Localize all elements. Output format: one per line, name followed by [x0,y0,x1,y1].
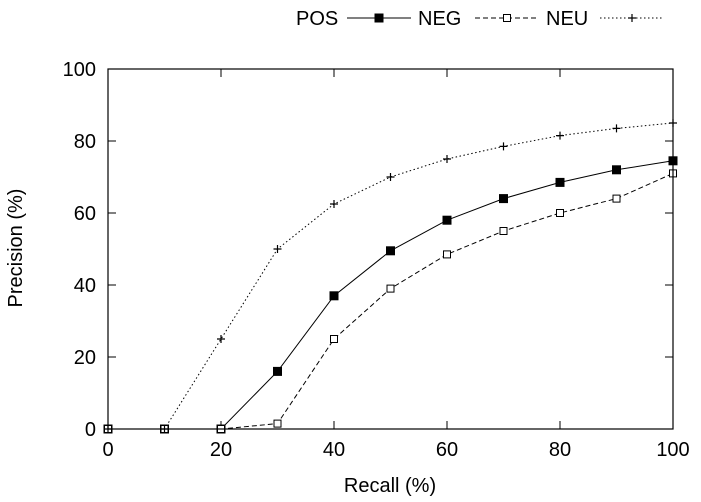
point-neu-90 [612,124,621,133]
x-axis-label: Recall (%) [344,475,436,497]
point-neg-30 [273,419,282,428]
tick-labels: 0 20 40 60 80 100 0 20 40 60 80 100 [63,59,690,461]
point-pos-60 [442,215,452,225]
point-neu-60 [443,155,451,163]
series-line-pos [108,160,674,430]
point-pos-70 [499,194,508,204]
point-pos-50 [386,246,395,256]
point-pos-40 [329,291,339,301]
point-neg-90 [612,194,621,203]
y-tick-label-0: 0 [85,419,96,441]
point-neu-50 [386,173,395,181]
point-neg-40 [330,335,338,343]
point-pos-80 [555,177,565,187]
series-markers [103,119,678,434]
x-tick-label-20: 20 [210,439,232,461]
point-neg-60 [443,250,451,259]
plot-frame [107,68,674,430]
y-tick-label-40: 40 [74,275,96,297]
point-neu-80 [556,131,564,140]
x-tick-label-60: 60 [436,439,458,461]
point-neu-30 [273,245,282,253]
series-line-neu [108,122,674,430]
x-tick-label-80: 80 [549,439,571,461]
point-neu-40 [330,200,338,208]
y-tick-label-100: 100 [63,59,96,81]
series-line-neg [108,172,674,430]
legend-label-pos: POS [296,8,338,30]
x-tick-label-0: 0 [102,439,113,461]
point-pos-90 [612,165,621,175]
series-lines [108,122,674,430]
legend-marker-pos [374,13,384,23]
y-tick-label-20: 20 [74,347,96,369]
legend-marker-neu [628,14,636,22]
legend-label-neg: NEG [418,8,461,30]
y-tick-label-60: 60 [74,203,96,225]
y-axis-label: Precision (%) [5,189,27,308]
point-neu-70 [499,142,508,151]
legend: POS NEG NEU [296,8,664,30]
point-pos-30 [273,366,282,376]
point-neg-80 [556,209,564,217]
x-tick-label-100: 100 [656,439,689,461]
x-tick-label-40: 40 [323,439,345,461]
legend-label-neu: NEU [546,8,588,30]
y-tick-label-80: 80 [74,131,96,153]
point-neg-70 [499,227,508,235]
legend-marker-neg [503,14,511,22]
point-neg-50 [386,284,395,293]
point-neu-20 [217,335,225,343]
